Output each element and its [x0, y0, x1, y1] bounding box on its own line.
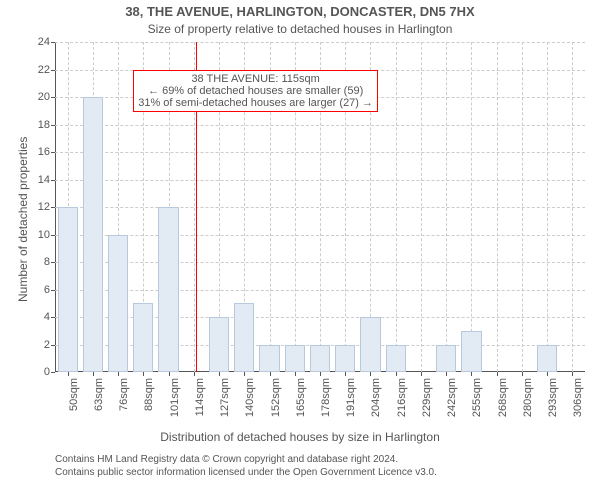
x-tick-label: 293sqm [547, 378, 559, 417]
y-tick [51, 262, 55, 263]
bar [209, 317, 229, 372]
bar [133, 303, 153, 372]
x-tick-label: 127sqm [219, 378, 231, 417]
bar [234, 303, 254, 372]
x-tick [219, 372, 220, 376]
bar [259, 345, 279, 373]
x-axis-label: Distribution of detached houses by size … [0, 430, 600, 444]
x-tick [169, 372, 170, 376]
x-tick-label: 178sqm [320, 378, 332, 417]
y-tick [51, 345, 55, 346]
y-tick-label: 4 [20, 311, 50, 323]
bar [335, 345, 355, 373]
plot-area: 02468101214161820222450sqm63sqm76sqm88sq… [55, 42, 585, 372]
y-tick [51, 42, 55, 43]
x-tick [118, 372, 119, 376]
x-tick-label: 191sqm [345, 378, 357, 417]
x-tick [320, 372, 321, 376]
x-tick-label: 63sqm [93, 378, 105, 411]
info-box-line: 38 THE AVENUE: 115sqm [138, 73, 373, 85]
y-tick-label: 2 [20, 339, 50, 351]
bar [386, 345, 406, 373]
x-tick [471, 372, 472, 376]
x-tick-label: 216sqm [396, 378, 408, 417]
x-tick-label: 280sqm [522, 378, 534, 417]
x-tick-label: 88sqm [143, 378, 155, 411]
x-tick [370, 372, 371, 376]
y-tick-label: 20 [20, 91, 50, 103]
x-tick [572, 372, 573, 376]
info-box-line: 31% of semi-detached houses are larger (… [138, 97, 373, 109]
x-tick [244, 372, 245, 376]
y-tick [51, 207, 55, 208]
bar [83, 97, 103, 372]
x-tick-label: 50sqm [68, 378, 80, 411]
x-tick-label: 114sqm [194, 378, 206, 416]
y-tick-label: 18 [20, 119, 50, 131]
x-tick-label: 306sqm [572, 378, 584, 417]
bar [537, 345, 557, 373]
x-tick [421, 372, 422, 376]
y-tick [51, 372, 55, 373]
y-tick [51, 152, 55, 153]
x-tick [497, 372, 498, 376]
bar [108, 235, 128, 373]
x-tick-label: 268sqm [497, 378, 509, 417]
x-tick [547, 372, 548, 376]
bar [310, 345, 330, 373]
x-tick-label: 76sqm [118, 378, 130, 411]
grid-line-v [446, 42, 447, 372]
grid-line-v [522, 42, 523, 372]
grid-line-v [471, 42, 472, 372]
x-tick-label: 165sqm [295, 378, 307, 417]
y-tick [51, 290, 55, 291]
bar [436, 345, 456, 373]
attribution-line-1: Contains HM Land Registry data © Crown c… [55, 454, 600, 467]
grid-line-v [396, 42, 397, 372]
grid-line-v [497, 42, 498, 372]
x-tick [345, 372, 346, 376]
chart-title: 38, THE AVENUE, HARLINGTON, DONCASTER, D… [0, 4, 600, 19]
bar [360, 317, 380, 372]
y-axis-label: Number of detached properties [16, 137, 30, 302]
y-tick [51, 317, 55, 318]
x-tick [295, 372, 296, 376]
bar [58, 207, 78, 372]
y-tick [51, 125, 55, 126]
x-tick [143, 372, 144, 376]
x-tick [93, 372, 94, 376]
attribution-line-2: Contains public sector information licen… [55, 467, 600, 480]
info-box: 38 THE AVENUE: 115sqm← 69% of detached h… [133, 70, 378, 112]
x-tick [522, 372, 523, 376]
y-tick [51, 180, 55, 181]
x-tick-label: 242sqm [446, 378, 458, 417]
x-tick-label: 101sqm [169, 378, 181, 417]
x-tick-label: 140sqm [244, 378, 256, 417]
chart-subtitle: Size of property relative to detached ho… [0, 22, 600, 36]
attribution: Contains HM Land Registry data © Crown c… [55, 454, 600, 479]
x-tick [270, 372, 271, 376]
grid-line-v [572, 42, 573, 372]
y-tick [51, 97, 55, 98]
grid-line-v [421, 42, 422, 372]
bar [285, 345, 305, 373]
y-tick [51, 235, 55, 236]
x-tick-label: 152sqm [270, 378, 282, 417]
x-tick-label: 204sqm [370, 378, 382, 417]
y-tick-label: 22 [20, 64, 50, 76]
x-tick-label: 229sqm [421, 378, 433, 417]
x-tick-label: 255sqm [471, 378, 483, 417]
info-box-line: ← 69% of detached houses are smaller (59… [138, 85, 373, 97]
y-tick-label: 0 [20, 366, 50, 378]
x-tick [194, 372, 195, 376]
y-tick-label: 24 [20, 36, 50, 48]
x-tick [446, 372, 447, 376]
x-tick [396, 372, 397, 376]
x-tick [68, 372, 69, 376]
bar [158, 207, 178, 372]
bar [461, 331, 481, 372]
grid-line-v [547, 42, 548, 372]
y-tick [51, 70, 55, 71]
